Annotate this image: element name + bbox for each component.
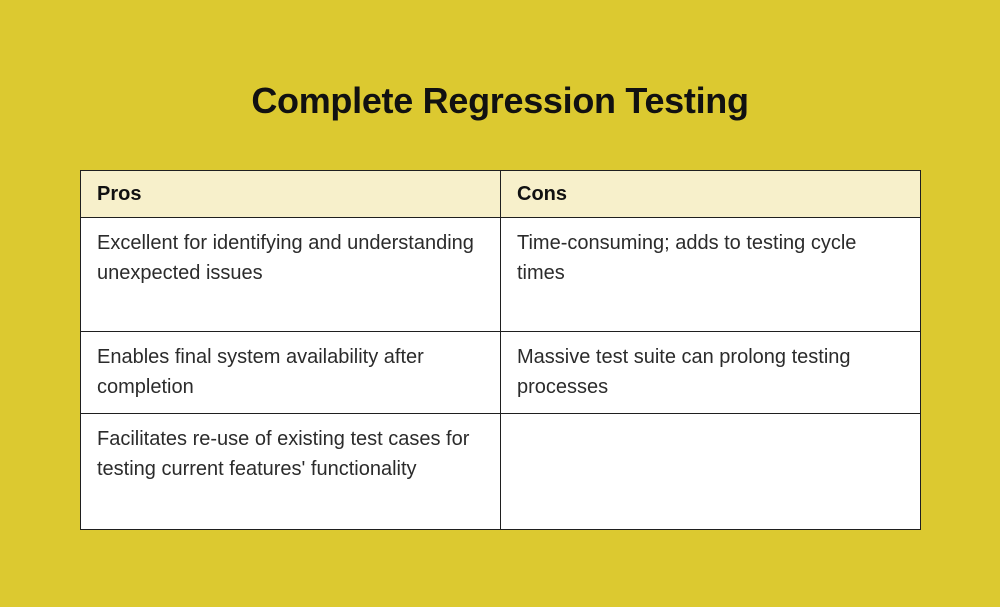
pros-cons-table-container: Pros Cons Excellent for identifying and …: [80, 170, 921, 530]
table-cell: [500, 413, 921, 530]
page-title: Complete Regression Testing: [251, 80, 749, 121]
table-cell: Enables final system availability after …: [80, 331, 501, 414]
table-cell: Facilitates re-use of existing test case…: [80, 413, 501, 530]
table-header: Pros Cons: [80, 170, 921, 218]
column-header-pros: Pros: [80, 170, 501, 218]
table-row: Excellent for identifying and understand…: [80, 217, 921, 332]
table-row: Facilitates re-use of existing test case…: [80, 413, 921, 530]
column-header-cons: Cons: [500, 170, 921, 218]
table-cell: Massive test suite can prolong testing p…: [500, 331, 921, 414]
pros-cons-table: Pros Cons Excellent for identifying and …: [80, 170, 921, 530]
header-row: Pros Cons: [80, 170, 921, 218]
table-row: Enables final system availability after …: [80, 331, 921, 414]
table-cell: Time-consuming; adds to testing cycle ti…: [500, 217, 921, 332]
table-cell: Excellent for identifying and understand…: [80, 217, 501, 332]
table-body: Excellent for identifying and understand…: [80, 217, 921, 530]
